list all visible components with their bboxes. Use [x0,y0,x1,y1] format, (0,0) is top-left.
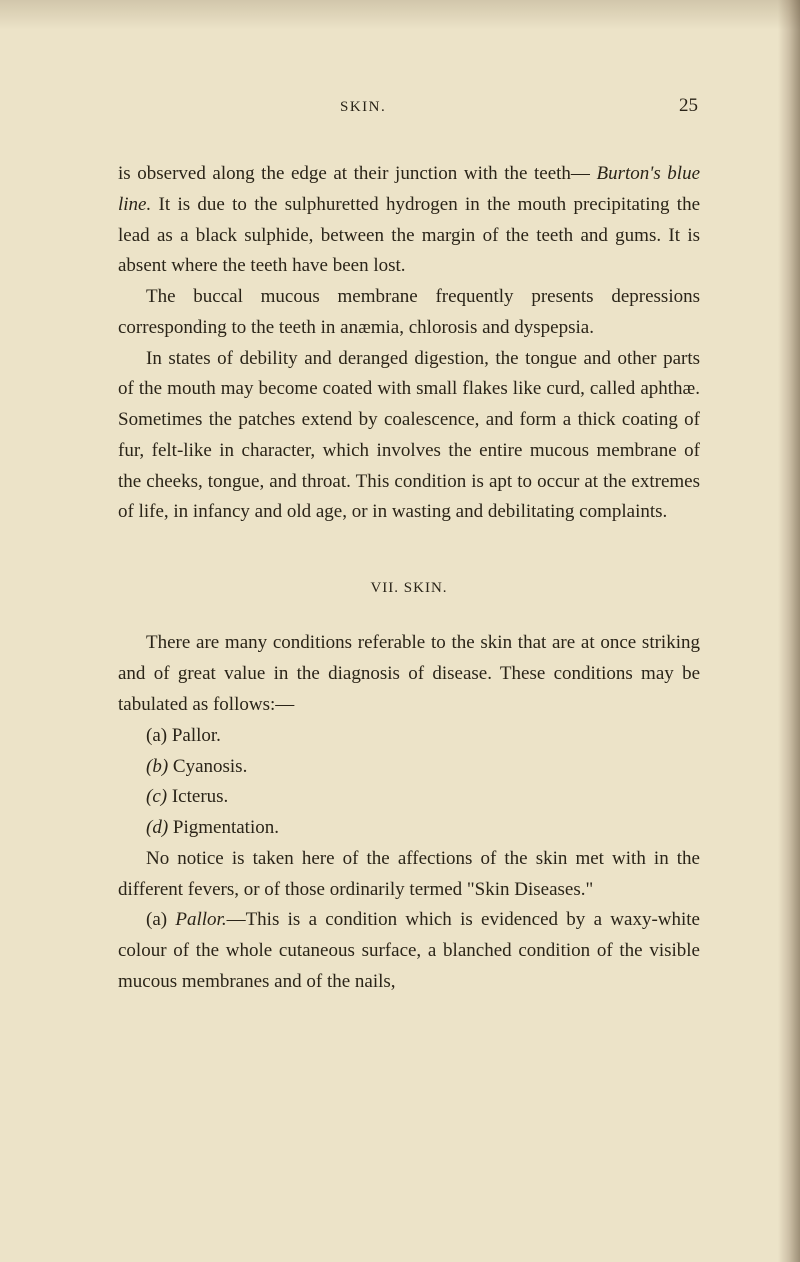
list-d-text: Pigmentation. [168,817,279,838]
page-number: 25 [679,95,698,117]
p1-cont: It is due to the sulphuretted hydrogen i… [118,194,700,277]
p5-text: No notice is taken here of the affection… [118,848,700,900]
paragraph-5: No notice is taken here of the affection… [118,844,700,906]
p3-text: In states of debility and deranged diges… [118,348,700,523]
page-shadow-right [778,0,800,1262]
paragraph-1: is observed along the edge at their junc… [118,159,700,282]
list-b-label: (b) [146,756,168,777]
list-a-text: Pallor. [167,725,221,746]
section-break [118,528,700,558]
list-c-label: (c) [146,786,167,807]
list-item-a: (a) Pallor. [118,721,700,752]
list-item-d: (d) Pigmentation. [118,813,700,844]
header-title: SKIN. [340,99,386,116]
section-heading: VII. SKIN. [118,576,700,600]
p4-text: There are many conditions referable to t… [118,632,700,715]
paragraph-4: There are many conditions referable to t… [118,628,700,720]
list-item-b: (b) Cyanosis. [118,752,700,783]
paragraph-2: The buccal mucous membrane frequently pr… [118,282,700,344]
p1-part1: is observed along the edge at their junc… [118,163,590,184]
list-d-label: (d) [146,817,168,838]
running-header: SKIN. 25 [118,95,700,117]
page-content: SKIN. 25 is observed along the edge at t… [0,0,800,1058]
p2-text: The buccal mucous membrane frequently pr… [118,286,700,338]
page-shadow-top [0,0,800,30]
list-c-text: Icterus. [167,786,228,807]
paragraph-3: In states of debility and deranged diges… [118,344,700,529]
list-b-text: Cyanosis. [168,756,247,777]
list-a-label: (a) [146,725,167,746]
paragraph-6: (a) Pallor.—This is a condition which is… [118,905,700,997]
p6-label: (a) [146,909,167,930]
p6-italic: Pallor. [167,909,226,930]
list-item-c: (c) Icterus. [118,782,700,813]
body-text: is observed along the edge at their junc… [118,159,700,998]
